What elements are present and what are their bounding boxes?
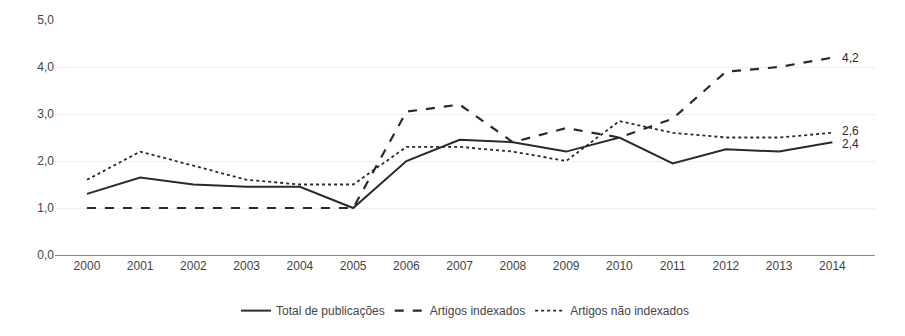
- svg-text:2004: 2004: [287, 259, 314, 273]
- svg-text:4,0: 4,0: [37, 60, 54, 74]
- svg-text:2003: 2003: [233, 259, 260, 273]
- svg-text:4,2: 4,2: [842, 51, 859, 65]
- svg-text:2001: 2001: [127, 259, 154, 273]
- svg-text:2,0: 2,0: [37, 154, 54, 168]
- svg-text:Artigos indexados: Artigos indexados: [430, 304, 525, 318]
- svg-text:2008: 2008: [500, 259, 527, 273]
- svg-text:2013: 2013: [766, 259, 793, 273]
- svg-text:2002: 2002: [180, 259, 207, 273]
- svg-text:2011: 2011: [660, 259, 686, 273]
- svg-text:Total de publicações: Total de publicações: [276, 304, 385, 318]
- svg-text:1,0: 1,0: [37, 201, 54, 215]
- svg-text:3,0: 3,0: [37, 107, 54, 121]
- svg-text:2000: 2000: [74, 259, 101, 273]
- svg-text:2009: 2009: [553, 259, 580, 273]
- svg-text:2005: 2005: [340, 259, 367, 273]
- svg-text:2007: 2007: [446, 259, 473, 273]
- svg-text:Artigos não indexados: Artigos não indexados: [570, 304, 689, 318]
- svg-text:0,0: 0,0: [37, 248, 54, 262]
- svg-text:2012: 2012: [713, 259, 740, 273]
- svg-text:5,0: 5,0: [37, 13, 54, 27]
- svg-text:2006: 2006: [393, 259, 420, 273]
- svg-text:2,4: 2,4: [842, 137, 859, 151]
- svg-text:2,6: 2,6: [842, 124, 859, 138]
- svg-text:2010: 2010: [606, 259, 633, 273]
- svg-text:2014: 2014: [819, 259, 846, 273]
